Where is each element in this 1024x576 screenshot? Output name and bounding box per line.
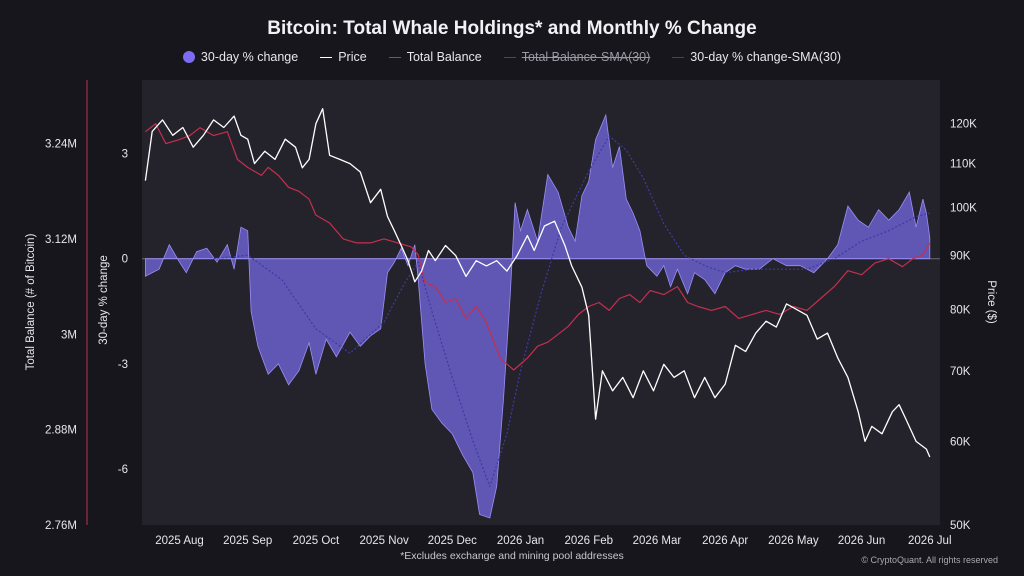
legend-item[interactable]: Total Balance-SMA(30): [503, 50, 651, 64]
balance-axis-title: Total Balance (# of Bitcoin): [25, 233, 37, 370]
x-tick-label: 2025 Nov: [360, 535, 409, 547]
legend-item[interactable]: 30-day % change: [182, 50, 299, 64]
legend-label: 30-day % change-SMA(30): [690, 50, 842, 64]
x-tick-label: 2025 Aug: [155, 535, 204, 547]
balance-tick-label: 3.24M: [45, 139, 77, 151]
credit-text: © CryptoQuant. All rights reserved: [861, 555, 998, 565]
change-tick-label: -3: [118, 359, 128, 371]
x-tick-label: 2026 Jul: [908, 535, 951, 547]
change-tick-label: 3: [122, 149, 128, 161]
price-tick-label: 50K: [950, 520, 971, 532]
legend-item[interactable]: 30-day % change-SMA(30): [672, 50, 841, 64]
change-sma-line: [213, 135, 930, 488]
change-tick-label: -6: [118, 464, 128, 476]
legend-swatch: [672, 56, 685, 58]
legend-label: Total Balance-SMA(30): [521, 50, 651, 64]
legend-label: Price: [338, 50, 367, 64]
legend-item[interactable]: Price: [320, 50, 367, 64]
price-tick-label: 80K: [950, 305, 971, 317]
price-tick-label: 120K: [950, 119, 977, 131]
price-tick-label: 110K: [950, 159, 976, 171]
footnote: *Excludes exchange and mining pool addre…: [400, 550, 624, 562]
x-tick-label: 2026 Feb: [564, 535, 613, 547]
balance-tick-label: 3M: [61, 329, 77, 341]
price-tick-label: 70K: [950, 366, 971, 378]
legend-item[interactable]: Total Balance: [388, 50, 482, 64]
legend-label: Total Balance: [406, 50, 482, 64]
change-area: [145, 113, 931, 519]
balance-line: [145, 123, 931, 371]
x-tick-label: 2025 Dec: [428, 535, 477, 547]
price-line: [144, 108, 931, 458]
legend-label: 30-day % change: [200, 50, 299, 64]
x-tick-label: 2025 Oct: [293, 535, 340, 547]
legend-swatch: [503, 56, 516, 58]
price-axis-title: Price ($): [985, 280, 997, 324]
price-tick-label: 60K: [950, 436, 971, 448]
change-axis-title: 30-day % change: [98, 255, 110, 345]
balance-tick-label: 2.76M: [45, 520, 77, 532]
price-tick-label: 90K: [950, 251, 971, 263]
x-tick-label: 2025 Sep: [223, 535, 272, 547]
price-tick-label: 100K: [950, 202, 977, 214]
chart-title: Bitcoin: Total Whale Holdings* and Month…: [267, 18, 757, 39]
x-tick-label: 2026 Jun: [838, 535, 885, 547]
x-tick-label: 2026 May: [768, 535, 819, 547]
change-tick-label: 0: [122, 254, 128, 266]
legend: 30-day % change Price Total Balance Total B…: [0, 50, 1024, 64]
legend-swatch: [320, 56, 333, 58]
legend-swatch: [388, 56, 401, 58]
x-tick-label: 2026 Jan: [497, 535, 544, 547]
legend-swatch: [182, 51, 195, 63]
balance-tick-label: 3.12M: [45, 234, 77, 246]
x-tick-label: 2026 Mar: [633, 535, 682, 547]
x-tick-label: 2026 Apr: [702, 535, 748, 547]
balance-tick-label: 2.88M: [45, 425, 77, 437]
